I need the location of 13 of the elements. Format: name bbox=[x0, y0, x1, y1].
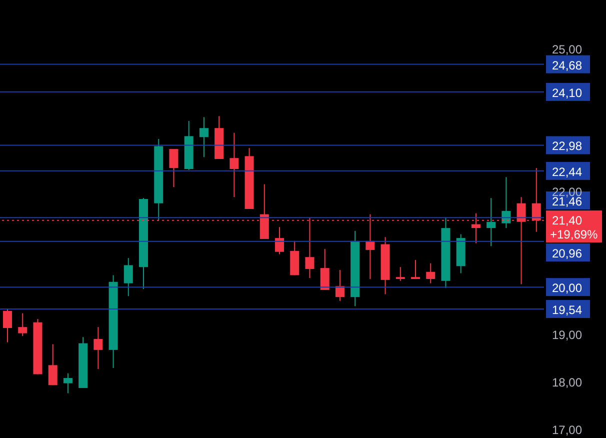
ref-line-label: 22,44 bbox=[552, 164, 582, 179]
y-tick-label: 25,00 bbox=[552, 42, 582, 56]
ref-line-label: 20,00 bbox=[552, 281, 582, 296]
y-tick-label: 17,00 bbox=[552, 423, 582, 438]
ref-line-label: 19,54 bbox=[552, 302, 582, 317]
ref-line-label: 24,68 bbox=[552, 58, 582, 72]
ref-line-label: 24,10 bbox=[552, 86, 582, 100]
text: +19,69% bbox=[550, 227, 598, 242]
ref-line-label: 20,96 bbox=[552, 246, 582, 260]
ref-line-label: 21,40 bbox=[552, 213, 582, 228]
ref-line-label: 22,98 bbox=[552, 139, 582, 154]
y-tick-label: 18,00 bbox=[552, 376, 582, 390]
y-tick-label: 19,00 bbox=[552, 328, 582, 342]
